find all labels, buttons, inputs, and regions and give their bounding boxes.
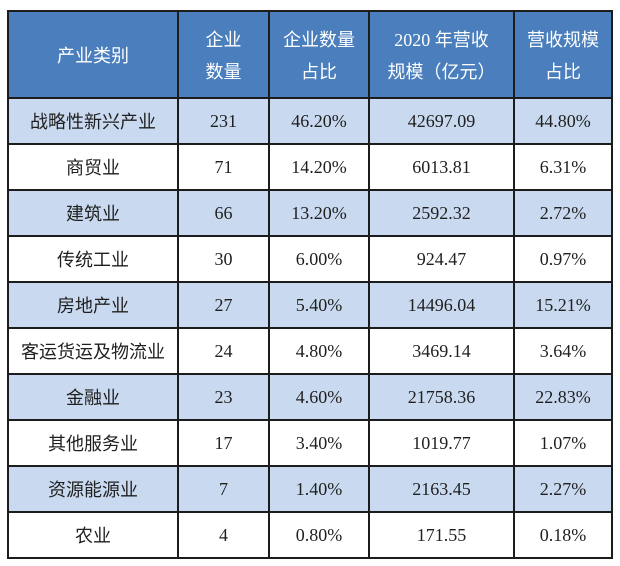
table-row: 农业 4 0.80% 171.55 0.18% [7, 511, 613, 559]
table-row: 战略性新兴产业 231 46.20% 42697.09 44.80% [7, 97, 613, 145]
count-pct-cell: 14.20% [268, 143, 370, 191]
category-cell: 房地产业 [7, 281, 179, 329]
header-row: 产业类别 企业 数量 企业数量 占比 2020 年营收 [7, 10, 613, 99]
revenue-cell: 42697.09 [368, 97, 515, 145]
count-pct-cell: 4.80% [268, 327, 370, 375]
count-pct-cell: 1.40% [268, 465, 370, 513]
header-cell-count-pct: 企业数量 占比 [268, 10, 370, 99]
category-cell: 商贸业 [7, 143, 179, 191]
count-pct-cell: 4.60% [268, 373, 370, 421]
header-label-revenue-pct-line2: 占比 [545, 61, 581, 82]
count-cell: 66 [177, 189, 270, 237]
revenue-pct-cell: 15.21% [513, 281, 613, 329]
industry-revenue-table: 产业类别 企业 数量 企业数量 占比 2020 年营收 [7, 10, 613, 559]
revenue-cell: 2163.45 [368, 465, 515, 513]
category-cell: 资源能源业 [7, 465, 179, 513]
revenue-cell: 14496.04 [368, 281, 515, 329]
revenue-pct-cell: 1.07% [513, 419, 613, 467]
header-label-count-pct-line1: 企业数量 [283, 29, 355, 50]
count-cell: 23 [177, 373, 270, 421]
category-cell: 其他服务业 [7, 419, 179, 467]
count-cell: 24 [177, 327, 270, 375]
header-cell-company-count: 企业 数量 [177, 10, 270, 99]
header-label-count-pct-line2: 占比 [301, 61, 337, 82]
revenue-pct-cell: 2.27% [513, 465, 613, 513]
count-cell: 71 [177, 143, 270, 191]
category-cell: 农业 [7, 511, 179, 559]
count-pct-cell: 5.40% [268, 281, 370, 329]
count-pct-cell: 13.20% [268, 189, 370, 237]
table-row: 客运货运及物流业 24 4.80% 3469.14 3.64% [7, 327, 613, 375]
table-row: 金融业 23 4.60% 21758.36 22.83% [7, 373, 613, 421]
count-cell: 4 [177, 511, 270, 559]
revenue-cell: 171.55 [368, 511, 515, 559]
count-pct-cell: 0.80% [268, 511, 370, 559]
revenue-pct-cell: 44.80% [513, 97, 613, 145]
table-row: 其他服务业 17 3.40% 1019.77 1.07% [7, 419, 613, 467]
header-label-company-count-line2: 数量 [205, 61, 242, 82]
count-cell: 7 [177, 465, 270, 513]
table-row: 建筑业 66 13.20% 2592.32 2.72% [7, 189, 613, 237]
revenue-cell: 3469.14 [368, 327, 515, 375]
revenue-pct-cell: 6.31% [513, 143, 613, 191]
table-row: 传统工业 30 6.00% 924.47 0.97% [7, 235, 613, 283]
header-label-revenue-line2: 规模（亿元） [387, 61, 496, 82]
category-cell: 战略性新兴产业 [7, 97, 179, 145]
revenue-pct-cell: 0.18% [513, 511, 613, 559]
count-pct-cell: 6.00% [268, 235, 370, 283]
revenue-cell: 21758.36 [368, 373, 515, 421]
count-pct-cell: 3.40% [268, 419, 370, 467]
header-label-revenue-pct-line1: 营收规模 [527, 29, 599, 50]
header-label-revenue-line1: 2020 年营收 [394, 29, 489, 50]
count-cell: 17 [177, 419, 270, 467]
revenue-pct-cell: 3.64% [513, 327, 613, 375]
count-pct-cell: 46.20% [268, 97, 370, 145]
revenue-cell: 6013.81 [368, 143, 515, 191]
revenue-pct-cell: 0.97% [513, 235, 613, 283]
table-row: 资源能源业 7 1.40% 2163.45 2.27% [7, 465, 613, 513]
count-cell: 231 [177, 97, 270, 145]
table-body: 战略性新兴产业 231 46.20% 42697.09 44.80% 商贸业 7… [7, 97, 613, 559]
table-row: 房地产业 27 5.40% 14496.04 15.21% [7, 281, 613, 329]
count-cell: 30 [177, 235, 270, 283]
header-cell-category: 产业类别 [7, 10, 179, 99]
revenue-cell: 924.47 [368, 235, 515, 283]
count-cell: 27 [177, 281, 270, 329]
header-cell-revenue-pct: 营收规模 占比 [513, 10, 613, 99]
header-cell-revenue: 2020 年营收 规模（亿元） [368, 10, 515, 99]
industry-revenue-table-wrap: 产业类别 企业 数量 企业数量 占比 2020 年营收 [7, 10, 613, 559]
revenue-cell: 2592.32 [368, 189, 515, 237]
category-cell: 传统工业 [7, 235, 179, 283]
revenue-cell: 1019.77 [368, 419, 515, 467]
category-cell: 客运货运及物流业 [7, 327, 179, 375]
header-label-company-count-line1: 企业 [205, 29, 242, 50]
revenue-pct-cell: 22.83% [513, 373, 613, 421]
table-header: 产业类别 企业 数量 企业数量 占比 2020 年营收 [7, 10, 613, 99]
revenue-pct-cell: 2.72% [513, 189, 613, 237]
category-cell: 金融业 [7, 373, 179, 421]
category-cell: 建筑业 [7, 189, 179, 237]
header-label-category: 产业类别 [57, 45, 129, 66]
table-row: 商贸业 71 14.20% 6013.81 6.31% [7, 143, 613, 191]
